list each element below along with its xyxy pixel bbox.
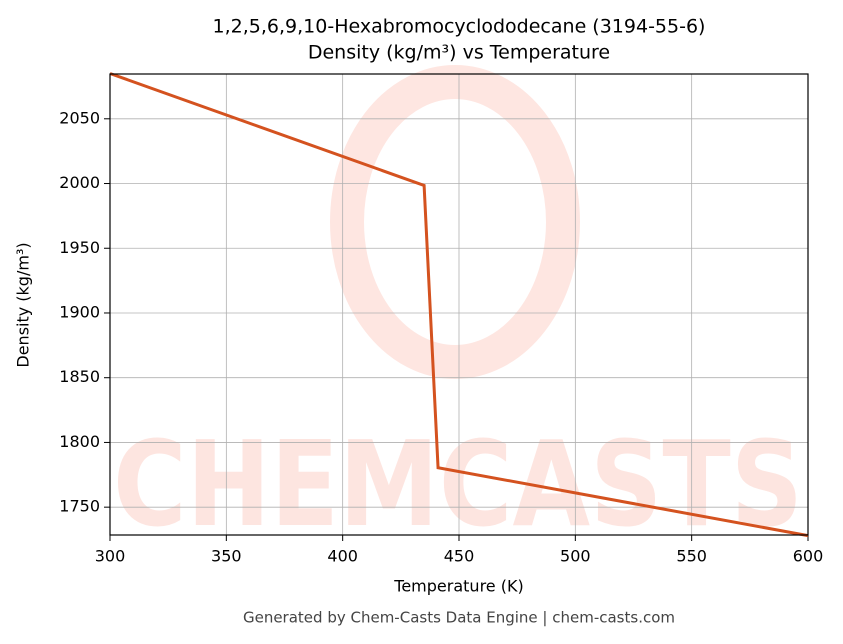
chart-subtitle: Density (kg/m³) vs Temperature <box>308 42 610 64</box>
y-tick-label: 1900 <box>59 302 100 321</box>
watermark: CHEMCASTS <box>113 65 803 553</box>
x-tick-label: 500 <box>560 547 591 566</box>
y-tick-label: 2000 <box>59 173 100 192</box>
x-tick-label: 300 <box>95 547 126 566</box>
y-tick-label: 1750 <box>59 497 100 516</box>
x-tick-label: 550 <box>676 547 707 566</box>
chart-title: 1,2,5,6,9,10-Hexabromocyclododecane (319… <box>213 16 706 38</box>
footer: Generated by Chem-Casts Data Engine | ch… <box>243 609 675 627</box>
x-axis-label: Temperature (K) <box>393 577 523 596</box>
y-axis-label: Density (kg/m³) <box>14 242 33 367</box>
plot-frame <box>109 73 809 536</box>
y-tick-label: 1800 <box>59 432 100 451</box>
x-tick-label: 450 <box>444 547 475 566</box>
y-tick-label: 2050 <box>59 108 100 127</box>
x-tick-label: 350 <box>211 547 242 566</box>
y-tick-label: 1950 <box>59 238 100 257</box>
y-tick-label: 1850 <box>59 367 100 386</box>
x-tick-label: 600 <box>793 547 824 566</box>
watermark-text: CHEMCASTS <box>113 415 803 553</box>
x-tick-label: 400 <box>327 547 358 566</box>
watermark-logo <box>330 65 580 379</box>
data-line <box>109 72 809 538</box>
